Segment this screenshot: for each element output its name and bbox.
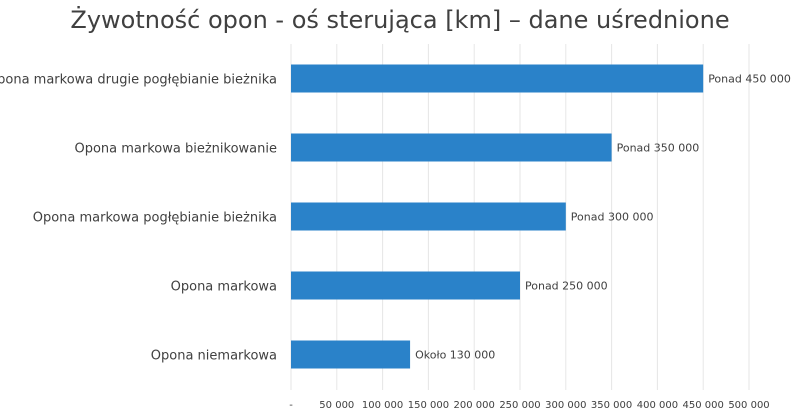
x-tick-label: 100 000 (362, 400, 403, 411)
category-label: Opona niemarkowa (151, 349, 277, 364)
bar (291, 271, 520, 300)
x-tick-label: 150 000 (408, 400, 449, 411)
x-tick-label: - (289, 400, 293, 411)
bar (291, 64, 704, 93)
x-tick-label: 200 000 (454, 400, 495, 411)
chart-title: Żywotność opon - oś sterująca [km] – dan… (70, 6, 730, 34)
x-tick-label: 50 000 (319, 400, 354, 411)
category-label: Opona markowa (171, 280, 277, 295)
x-tick-label: 250 000 (499, 400, 540, 411)
bar (291, 202, 566, 231)
bar (291, 133, 612, 162)
data-label: Ponad 300 000 (571, 211, 654, 224)
category-label: Opona markowa bieżnikowanie (74, 142, 277, 157)
data-label: Około 130 000 (415, 349, 495, 362)
data-label: Ponad 350 000 (617, 142, 700, 155)
data-label: Ponad 450 000 (708, 73, 791, 86)
x-tick-label: 500 000 (728, 400, 769, 411)
x-tick-label: 300 000 (545, 400, 586, 411)
category-label: Opona markowa pogłębianie bieżnika (33, 211, 277, 226)
x-tick-label: 450 000 (683, 400, 724, 411)
data-label: Ponad 250 000 (525, 280, 608, 293)
category-label: Opona markowa drugie pogłębianie bieżnik… (0, 73, 277, 88)
x-tick-label: 350 000 (591, 400, 632, 411)
bar (291, 340, 411, 369)
x-tick-label: 400 000 (637, 400, 678, 411)
